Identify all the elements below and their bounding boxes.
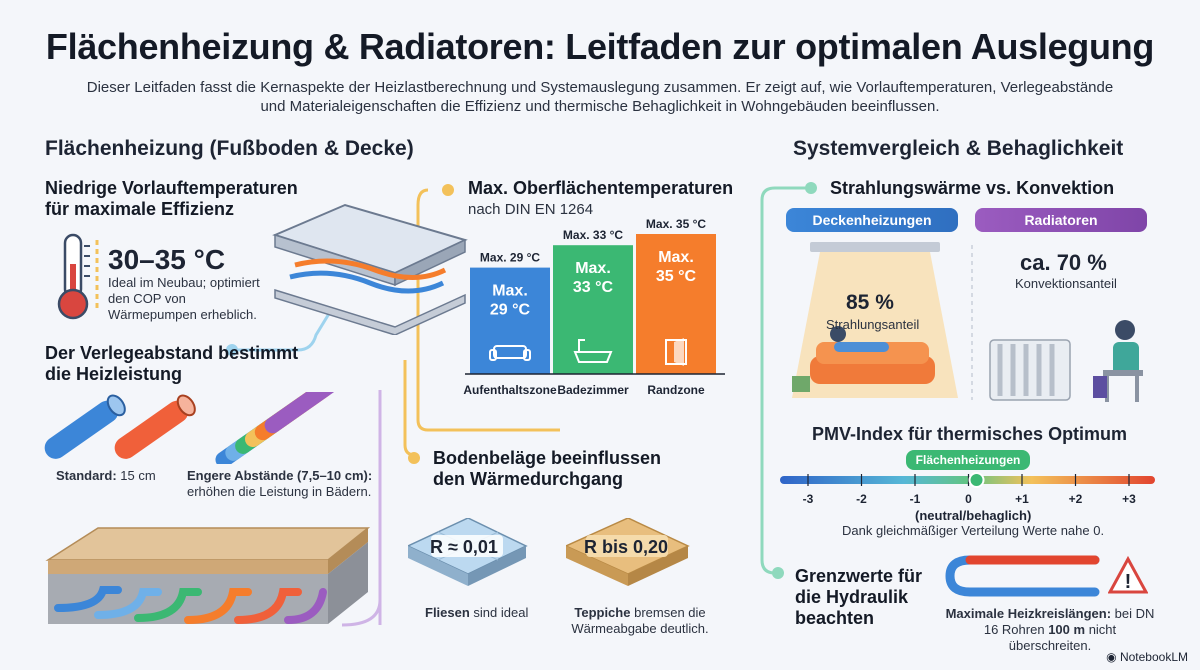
pmv-neutral: (neutral/behaglich) bbox=[915, 508, 1032, 523]
bar-inner-label: Max. bbox=[492, 283, 528, 300]
brand-label: ◉ NotebookLM bbox=[1106, 650, 1188, 664]
brand-logo-icon: ◉ bbox=[1106, 650, 1117, 664]
pmv-tick-label: +1 bbox=[1015, 492, 1029, 506]
radiator-value: ca. 70 % bbox=[1020, 250, 1107, 275]
standard-spacing: Standard: 15 cm bbox=[56, 468, 156, 483]
bodenbelag-title: Bodenbeläge beeinflussen den Wärmedurchg… bbox=[433, 448, 662, 489]
door-icon bbox=[665, 338, 687, 366]
decke-label: Strahlungsanteil bbox=[826, 317, 920, 332]
bar-inner-label: Max. bbox=[658, 249, 694, 266]
floor-heating-iso-icon bbox=[272, 203, 468, 335]
pmv-note: Dank gleichmäßiger Verteilung Werte nahe… bbox=[842, 523, 1105, 538]
oberflaeche-subtitle: nach DIN EN 1264 bbox=[468, 201, 594, 218]
pipes-illustration bbox=[44, 392, 342, 464]
strahlung-title: Strahlungswärme vs. Konvektion bbox=[830, 178, 1115, 198]
carpet-floor-icon bbox=[566, 518, 690, 586]
pipe-loop-icon bbox=[945, 555, 1100, 597]
standard-pipe-orange bbox=[114, 394, 196, 459]
bar-zone-label: Badezimmer bbox=[557, 383, 629, 397]
engere-spacing: Engere Abstände (7,5–10 cm): erhöhen die… bbox=[187, 468, 373, 499]
fliesen-r-value: R ≈ 0,01 bbox=[430, 537, 498, 557]
radiator-label: Konvektionsanteil bbox=[1015, 276, 1117, 291]
pmv-tick-label: +3 bbox=[1122, 492, 1136, 506]
tag-deckenheizungen: Deckenheizungen bbox=[786, 208, 958, 232]
dashed-marker bbox=[95, 240, 99, 310]
bar-top-label: Max. 29 °C bbox=[480, 251, 540, 265]
floor-section-illustration bbox=[45, 527, 371, 624]
page-title: Flächenheizung & Radiatoren: Leitfaden z… bbox=[45, 26, 1155, 67]
oberflaeche-title: Max. Oberflächentemperaturen bbox=[468, 178, 734, 198]
pmv-tick-label: +2 bbox=[1069, 492, 1083, 506]
right-section-heading: Systemvergleich & Behaglichkeit bbox=[793, 137, 1124, 160]
pmv-title: PMV-Index für thermisches Optimum bbox=[812, 424, 1128, 444]
ceiling-heating-illustration bbox=[792, 242, 958, 398]
sofa-icon bbox=[489, 345, 531, 361]
left-section-heading: Flächenheizung (Fußboden & Decke) bbox=[45, 137, 414, 160]
vorlauf-title: Niedrige Vorlauftemperaturen für maximal… bbox=[45, 178, 298, 219]
decke-value: 85 % bbox=[846, 291, 894, 314]
intro-text: Dieser Leitfaden fasst die Kernaspekte d… bbox=[86, 79, 1114, 115]
pmv-scale: -3 -2 -1 0 +1 +2 +3 bbox=[780, 472, 1155, 506]
svg-text:!: ! bbox=[1125, 571, 1132, 593]
warning-icon: ! bbox=[1108, 556, 1148, 594]
engere-pipes bbox=[215, 392, 342, 464]
pmv-tick-label: -1 bbox=[910, 492, 921, 506]
teppich-caption: Teppiche bremsen die Wärmeabgabe deutlic… bbox=[571, 605, 709, 636]
tag-radiatoren: Radiatoren bbox=[975, 208, 1147, 232]
bar-aufenthaltszone bbox=[470, 267, 550, 374]
grenz-title: Grenzwerte für die Hydraulik beachten bbox=[795, 566, 923, 628]
bar-top-label: Max. 33 °C bbox=[563, 228, 623, 242]
radiator-person-illustration bbox=[989, 320, 1143, 402]
verlege-title: Der Verlegeabstand bestimmt die Heizleis… bbox=[45, 343, 299, 384]
bar-inner-value: 35 °C bbox=[656, 268, 697, 285]
pmv-tick-label: 0 bbox=[965, 492, 972, 506]
pmv-tick-label: -2 bbox=[856, 492, 867, 506]
pmv-marker-label: Flächenheizungen bbox=[906, 450, 1030, 470]
fliesen-caption: Fliesen sind ideal bbox=[425, 605, 529, 620]
bar-inner-value: 33 °C bbox=[573, 279, 614, 296]
bar-zone-label: Aufenthaltszone bbox=[463, 383, 557, 397]
grenz-text: Maximale Heizkreislängen: bei DN 16 Rohr… bbox=[945, 606, 1155, 653]
tile-floor-icon bbox=[408, 518, 528, 586]
bar-zone-label: Randzone bbox=[647, 383, 705, 397]
vorlauf-desc: Ideal im Neubau; optimiert den COP von W… bbox=[108, 275, 260, 322]
surface-temp-bars: Max. 29 °C Max. 29 °C Aufenthaltszone Max. 3… bbox=[463, 217, 725, 397]
bar-inner-value: 29 °C bbox=[490, 302, 531, 319]
standard-pipe-blue bbox=[44, 394, 126, 459]
bar-inner-label: Max. bbox=[575, 260, 611, 277]
bar-top-label: Max. 35 °C bbox=[646, 217, 706, 231]
teppich-r-value: R bis 0,20 bbox=[584, 537, 669, 557]
bathtub-icon bbox=[573, 339, 613, 363]
vorlauf-value: 30–35 °C bbox=[108, 244, 226, 275]
thermometer-icon bbox=[57, 233, 90, 320]
pmv-tick-label: -3 bbox=[803, 492, 814, 506]
pmv-marker bbox=[968, 472, 985, 488]
